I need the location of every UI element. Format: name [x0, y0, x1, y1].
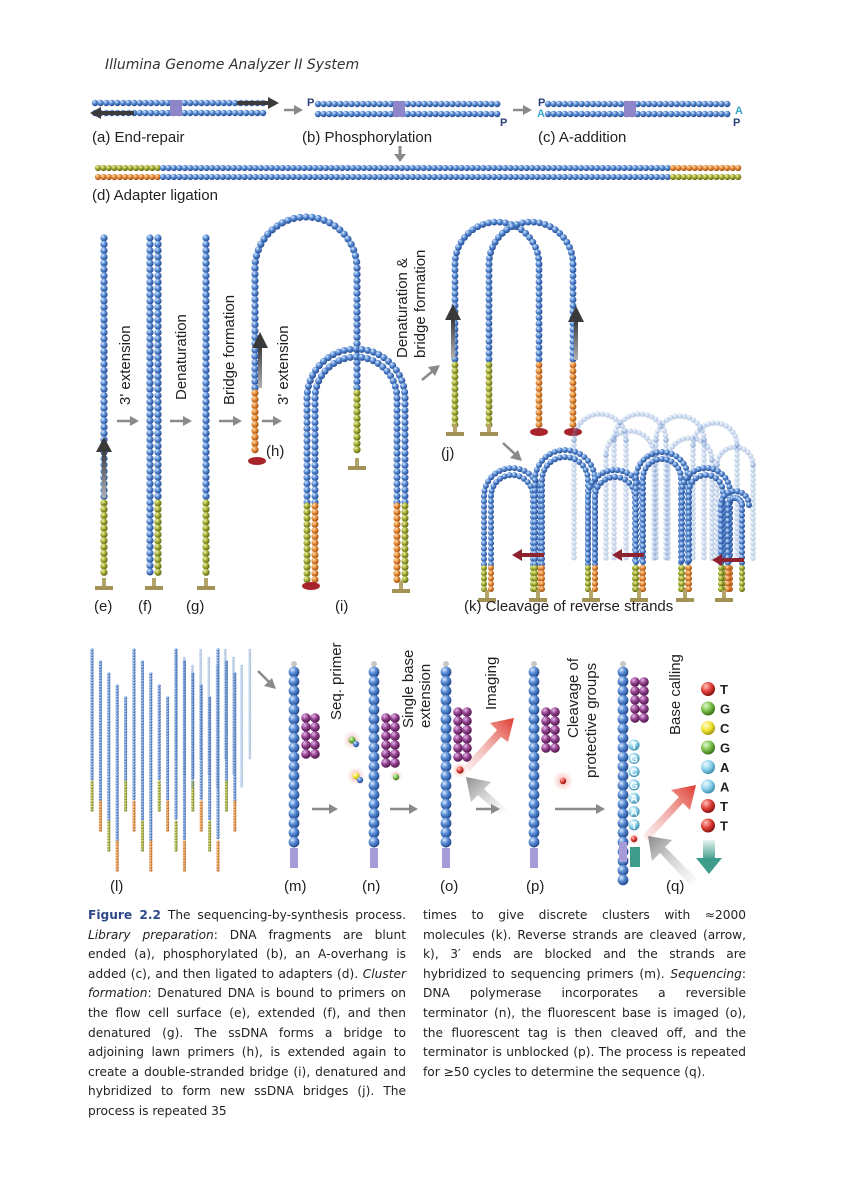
called-base: A	[701, 760, 730, 775]
strand-base-letter: T	[631, 821, 637, 832]
label-end-repair: (a) End-repair	[92, 129, 185, 146]
step-denaturation: Denaturation	[173, 314, 190, 400]
running-header: Illumina Genome Analyzer II System	[105, 57, 360, 73]
label-a-addition: (c) A-addition	[538, 129, 626, 146]
strand-n	[343, 661, 402, 868]
label-phosphorylation: (b) Phosphorylation	[302, 129, 432, 146]
cluster-step-labels: 3' extension Denaturation Bridge formati…	[117, 250, 429, 405]
phosphate-mark: P	[733, 117, 740, 129]
phosphorylation-dna	[314, 100, 501, 118]
sequencing-figure: (a) End-repair (b) Phosphorylation (c) A…	[90, 97, 756, 895]
strand-base-letter: C	[630, 768, 637, 779]
step-denaturation-bridge: bridge formation	[412, 250, 429, 358]
end-repair-dna	[90, 97, 279, 119]
strand-e	[95, 234, 113, 590]
label-i: (i)	[335, 598, 348, 615]
strand-f	[145, 234, 163, 590]
called-base: T	[701, 682, 728, 697]
bridge-h	[248, 213, 366, 470]
step-cleavage: protective groups	[583, 663, 600, 778]
strand-base-letter: A	[630, 808, 637, 819]
strand-base-letter: G	[630, 754, 638, 765]
adapter-ligated-dna	[94, 164, 742, 181]
called-base: T	[701, 799, 728, 814]
step-base-calling: Base calling	[667, 654, 684, 735]
strand-base-letter: A	[630, 794, 637, 805]
figure-number: Figure 2.2	[88, 908, 162, 922]
label-n: (n)	[362, 878, 380, 895]
label-e: (e)	[94, 598, 112, 615]
step-3-extension: 3' extension	[117, 325, 134, 405]
cluster-lawn-l	[90, 648, 252, 872]
cluster-panel-labels: (e) (f) (g) (h) (i) (j) (k) Cleavage of …	[94, 443, 673, 615]
called-base: A	[701, 779, 730, 795]
step-denaturation-bridge: Denaturation &	[394, 258, 411, 358]
strand-base-letter: T	[631, 741, 637, 752]
figure-caption-right: times to give discrete clusters with ≈20…	[423, 908, 746, 1079]
called-base-letter: A	[720, 780, 730, 795]
a-overhang-mark: A	[537, 108, 545, 120]
strand-p	[528, 661, 573, 868]
step-cleavage: Cleavage of	[565, 657, 582, 738]
called-base-letter: G	[720, 702, 730, 717]
cluster-k	[478, 411, 756, 602]
phosphate-mark: P	[500, 117, 507, 129]
strand-g	[197, 234, 215, 590]
step-single-base: extension	[417, 664, 434, 728]
label-q: (q)	[666, 878, 684, 895]
called-base-letter: T	[720, 682, 728, 697]
seq-panel-labels: (l) (m) (n) (o) (p) (q)	[110, 878, 684, 895]
called-base-letter: T	[720, 819, 728, 834]
label-m: (m)	[284, 878, 307, 895]
called-base-letter: A	[720, 760, 730, 775]
called-base: G	[701, 701, 730, 717]
double-bridge-i	[302, 345, 410, 593]
label-g: (g)	[186, 598, 204, 615]
called-base-letter: T	[720, 799, 728, 814]
seq-step-labels: Seq. primer Single base extension Imagin…	[328, 642, 684, 778]
label-k: (k) Cleavage of reverse strands	[464, 598, 673, 615]
step-bridge-formation: Bridge formation	[221, 295, 238, 405]
label-f: (f)	[138, 598, 152, 615]
phosphate-mark: P	[538, 97, 545, 109]
label-l: (l)	[110, 878, 123, 895]
label-j: (j)	[441, 445, 454, 462]
called-base: C	[701, 721, 730, 736]
figure-caption-left: Figure 2.2 The sequencing-by-synthesis p…	[88, 908, 406, 1118]
step-3-extension-2: 3' extension	[275, 325, 292, 405]
called-base: G	[701, 740, 730, 756]
strand-m	[288, 661, 320, 868]
label-h: (h)	[266, 443, 284, 460]
phosphate-mark: P	[307, 97, 314, 109]
called-base-letter: C	[720, 721, 730, 736]
label-adapter-ligation: (d) Adapter ligation	[92, 187, 218, 204]
step-imaging: Imaging	[483, 657, 500, 710]
label-p: (p)	[526, 878, 544, 895]
step-seq-primer: Seq. primer	[328, 642, 345, 720]
strand-base-letter: G	[630, 781, 638, 792]
called-base: T	[701, 818, 728, 834]
called-base-letter: G	[720, 741, 730, 756]
label-o: (o)	[440, 878, 458, 895]
step-single-base: Single base	[400, 650, 417, 728]
a-overhang-mark: A	[735, 105, 743, 117]
bridges-j	[445, 218, 584, 436]
strand-o	[440, 661, 514, 868]
a-addition-dna	[544, 100, 731, 118]
